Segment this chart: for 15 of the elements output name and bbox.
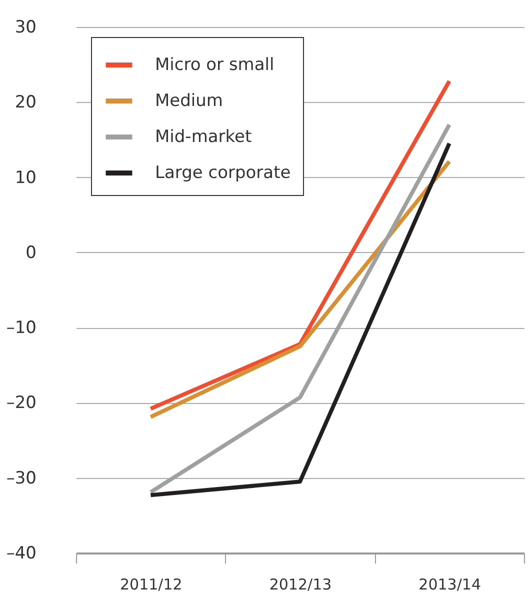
y-tick-label: 10 <box>14 168 36 188</box>
y-tick-label: –20 <box>6 393 36 414</box>
legend-label: Mid-market <box>155 127 252 147</box>
y-tick-label: –40 <box>6 544 36 564</box>
y-tick-label: 30 <box>14 18 36 38</box>
x-tick-label: 2013/14 <box>418 576 481 594</box>
y-tick-label: –30 <box>6 468 36 488</box>
x-tick-label: 2012/13 <box>269 576 332 594</box>
x-tick-label: 2011/12 <box>120 576 182 594</box>
y-tick-label: 0 <box>26 242 36 263</box>
y-tick-label: –10 <box>6 318 36 338</box>
legend-label: Medium <box>155 91 223 111</box>
y-tick-label: 20 <box>14 92 36 113</box>
legend-label: Large corporate <box>155 163 291 183</box>
legend-label: Micro or small <box>155 55 274 75</box>
